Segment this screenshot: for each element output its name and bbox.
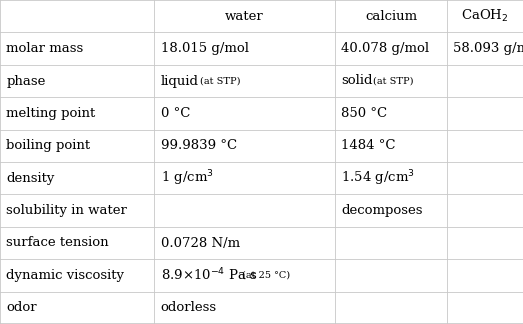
Text: 8.9×10$^{-4}$ Pa s: 8.9×10$^{-4}$ Pa s (161, 267, 257, 284)
Text: solubility in water: solubility in water (6, 204, 127, 217)
Text: 850 °C: 850 °C (341, 107, 387, 120)
Text: calcium: calcium (365, 10, 417, 23)
Text: boiling point: boiling point (6, 139, 90, 152)
Text: (at STP): (at STP) (200, 76, 240, 86)
Text: 1.54 g/cm$^3$: 1.54 g/cm$^3$ (341, 168, 415, 188)
Text: solid: solid (341, 75, 372, 87)
Text: 40.078 g/mol: 40.078 g/mol (341, 42, 429, 55)
Text: phase: phase (6, 75, 46, 87)
Text: density: density (6, 172, 54, 185)
Text: decomposes: decomposes (341, 204, 423, 217)
Text: 1484 °C: 1484 °C (341, 139, 395, 152)
Text: (at STP): (at STP) (373, 76, 414, 86)
Text: odorless: odorless (161, 301, 217, 314)
Text: molar mass: molar mass (6, 42, 84, 55)
Text: melting point: melting point (6, 107, 96, 120)
Text: odor: odor (6, 301, 37, 314)
Text: (at 25 °C): (at 25 °C) (242, 271, 290, 280)
Text: 99.9839 °C: 99.9839 °C (161, 139, 237, 152)
Text: 18.015 g/mol: 18.015 g/mol (161, 42, 248, 55)
Text: 1 g/cm$^3$: 1 g/cm$^3$ (161, 168, 213, 188)
Text: CaOH$_2$: CaOH$_2$ (461, 8, 509, 24)
Text: 0 °C: 0 °C (161, 107, 190, 120)
Text: 0.0728 N/m: 0.0728 N/m (161, 237, 240, 249)
Text: 58.093 g/mol: 58.093 g/mol (453, 42, 523, 55)
Text: dynamic viscosity: dynamic viscosity (6, 269, 124, 282)
Text: liquid: liquid (161, 75, 199, 87)
Text: surface tension: surface tension (6, 237, 109, 249)
Text: water: water (225, 10, 264, 23)
